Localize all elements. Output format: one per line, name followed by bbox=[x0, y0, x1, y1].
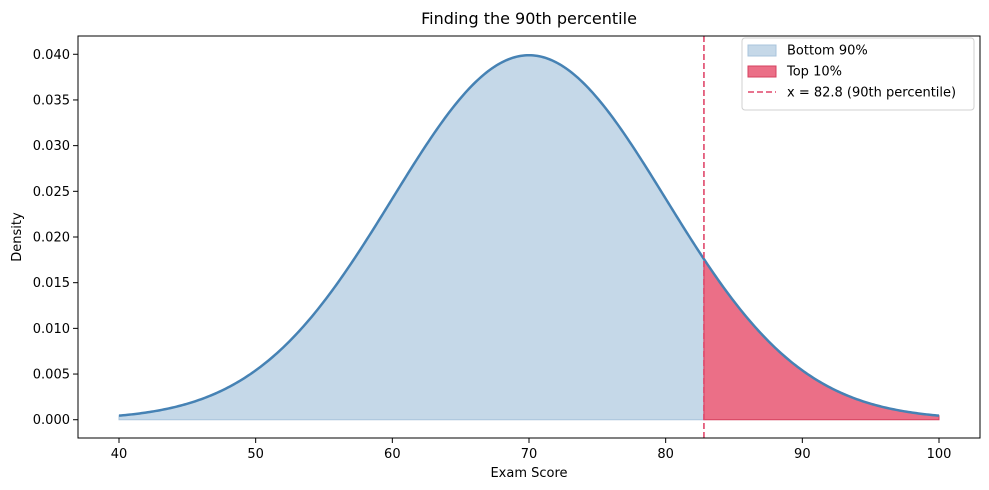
y-tick-label: 0.030 bbox=[33, 139, 70, 154]
y-tick-label: 0.015 bbox=[33, 276, 70, 291]
legend: Bottom 90% Top 10% x = 82.8 (90th percenti… bbox=[741, 37, 975, 111]
chart-title: Finding the 90th percentile bbox=[421, 9, 637, 28]
x-tick-label: 90 bbox=[794, 447, 811, 462]
x-tick-label: 60 bbox=[384, 447, 401, 462]
x-axis-ticks: 40 50 60 70 80 90 100 bbox=[111, 438, 952, 462]
x-tick-label: 40 bbox=[111, 447, 128, 462]
legend-label: x = 82.8 (90th percentile) bbox=[787, 86, 956, 101]
x-axis-title: Exam Score bbox=[490, 466, 567, 481]
y-tick-label: 0.035 bbox=[33, 93, 70, 108]
legend-label: Top 10% bbox=[786, 65, 842, 80]
legend-label: Bottom 90% bbox=[787, 44, 868, 59]
x-tick-label: 70 bbox=[521, 447, 538, 462]
x-tick-label: 100 bbox=[927, 447, 952, 462]
density-curve bbox=[118, 53, 940, 417]
area-fill-0 bbox=[118, 54, 705, 421]
legend-box bbox=[741, 37, 975, 111]
area-fill-1 bbox=[703, 257, 940, 421]
legend-swatch bbox=[747, 44, 777, 57]
legend-swatch bbox=[747, 65, 777, 78]
x-tick-label: 80 bbox=[657, 447, 674, 462]
y-tick-label: 0.005 bbox=[33, 368, 70, 383]
y-tick-label: 0.000 bbox=[33, 413, 70, 428]
y-axis-ticks: 0.000 0.005 0.010 0.015 0.020 0.025 0.030 0.035… bbox=[33, 48, 78, 428]
plot-frame bbox=[77, 35, 981, 439]
y-tick-label: 0.010 bbox=[33, 322, 70, 337]
x-tick-label: 50 bbox=[247, 447, 264, 462]
y-axis-title: Density bbox=[10, 212, 25, 262]
y-tick-label: 0.025 bbox=[33, 185, 70, 200]
plot-area bbox=[118, 36, 940, 438]
y-tick-label: 0.040 bbox=[33, 48, 70, 63]
y-tick-label: 0.020 bbox=[33, 231, 70, 246]
